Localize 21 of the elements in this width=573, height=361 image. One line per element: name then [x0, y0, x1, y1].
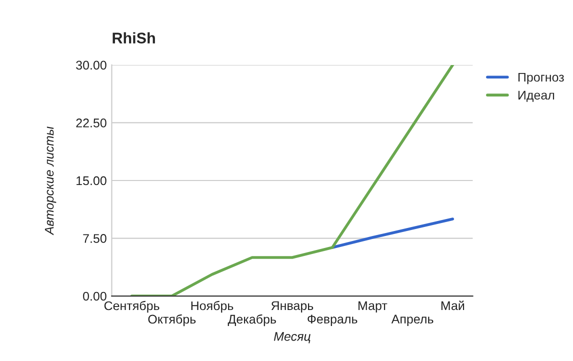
y-tick-label: 22.50 — [76, 118, 106, 128]
line-series — [330, 218, 454, 249]
x-tick-label: Январь — [271, 301, 314, 313]
x-tick-label: Февраль — [308, 314, 358, 326]
y-tick-label: 0.00 — [83, 292, 106, 301]
y-tick-label: 15.00 — [76, 176, 106, 186]
legend-label: Прогноз — [518, 72, 564, 84]
y-tick-label: 7.50 — [83, 234, 106, 243]
x-tick-label: Ноябрь — [191, 300, 234, 313]
y-axis-title: Авторские листы — [44, 126, 56, 236]
legend-label: Идеал — [518, 90, 554, 102]
x-tick-label: Декабрь — [228, 314, 276, 326]
line-series — [130, 64, 454, 296]
y-tick-label: 30.00 — [76, 60, 106, 70]
x-tick-label: Сентябрь — [104, 300, 160, 313]
x-tick-label: Март — [358, 301, 388, 313]
x-tick-label: Октябрь — [148, 314, 196, 326]
x-tick-label: Апрель — [391, 314, 434, 326]
x-axis-title: Месяц — [274, 332, 310, 344]
x-tick-label: Май — [441, 300, 464, 310]
chart-title: RhiSh — [112, 32, 155, 44]
